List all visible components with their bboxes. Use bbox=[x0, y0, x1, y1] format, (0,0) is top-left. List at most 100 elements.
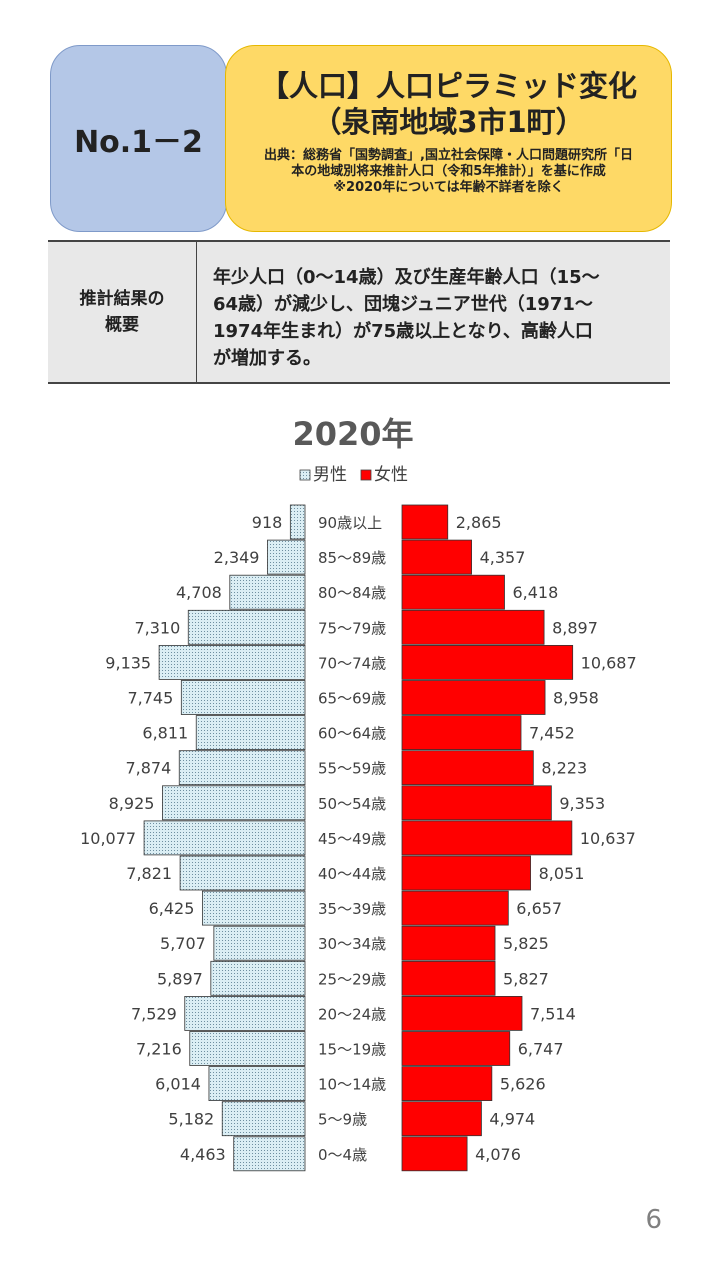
male-value-label: 10,077 bbox=[80, 829, 136, 848]
population-pyramid-chart: 2020年 男性 女性 918 90歳以上 2,865 2,349 85～89歳 4,35… bbox=[80, 415, 637, 1172]
female-bar bbox=[401, 750, 534, 786]
female-bar bbox=[401, 539, 472, 575]
male-bar bbox=[229, 574, 306, 610]
female-bar bbox=[401, 1031, 511, 1066]
age-group-label: 30～34歳 bbox=[318, 935, 386, 953]
female-bar bbox=[401, 925, 496, 961]
age-group-label: 40～44歳 bbox=[318, 865, 386, 883]
female-bar bbox=[401, 996, 523, 1031]
age-group-label: 0～4歳 bbox=[318, 1146, 367, 1164]
male-bar bbox=[289, 504, 306, 540]
male-value-label: 7,821 bbox=[126, 864, 172, 883]
female-value-label: 4,076 bbox=[475, 1145, 521, 1164]
age-group-label: 45～49歳 bbox=[318, 830, 386, 848]
chart-title: 2020年 bbox=[292, 415, 413, 453]
male-bar bbox=[221, 1101, 306, 1137]
age-group-label: 20～24歳 bbox=[318, 1005, 386, 1023]
source-note: 出典：総務省「国勢調査」,国立社会保障・人口問題研究所「日 本の地域別将来推計人… bbox=[226, 148, 671, 196]
female-value-label: 8,958 bbox=[553, 689, 599, 708]
female-value-label: 8,223 bbox=[541, 759, 587, 778]
legend-male-label: 男性 bbox=[313, 465, 347, 485]
female-value-label: 8,897 bbox=[552, 618, 598, 637]
male-value-label: 5,897 bbox=[157, 969, 203, 988]
male-bar bbox=[233, 1136, 306, 1172]
age-group-label: 50～54歳 bbox=[318, 795, 386, 813]
female-bar bbox=[401, 680, 546, 715]
age-group-label: 55～59歳 bbox=[318, 760, 386, 778]
male-bar bbox=[162, 785, 306, 821]
female-value-label: 4,974 bbox=[489, 1110, 535, 1129]
page-title: 【人口】人口ピラミッド変化 bbox=[259, 69, 637, 103]
male-value-label: 7,529 bbox=[131, 1004, 177, 1023]
age-group-label: 85～89歳 bbox=[318, 549, 386, 567]
male-value-label: 918 bbox=[252, 513, 283, 532]
female-value-label: 6,418 bbox=[512, 583, 558, 602]
female-bar bbox=[401, 785, 552, 821]
female-value-label: 4,357 bbox=[480, 548, 526, 567]
male-value-label: 7,216 bbox=[136, 1040, 182, 1059]
male-value-label: 4,463 bbox=[180, 1145, 226, 1164]
summary-line-3: 1974年生まれ）が75歳以上となり、高齢人口 bbox=[213, 321, 593, 342]
male-bar bbox=[189, 1031, 306, 1066]
age-group-label: 60～64歳 bbox=[318, 725, 386, 743]
female-value-label: 10,687 bbox=[581, 653, 637, 672]
female-bar bbox=[401, 609, 545, 645]
male-bar bbox=[179, 855, 306, 891]
male-value-label: 6,425 bbox=[149, 899, 195, 918]
source-line-1: 出典：総務省「国勢調査」,国立社会保障・人口問題研究所「日 bbox=[264, 148, 633, 163]
male-bar bbox=[143, 820, 306, 856]
summary-line-1: 年少人口（0～14歳）及び生産年齢人口（15～ bbox=[213, 267, 600, 288]
female-bar bbox=[401, 715, 522, 751]
female-value-label: 9,353 bbox=[559, 794, 605, 813]
female-bar bbox=[401, 960, 496, 996]
female-bar bbox=[401, 890, 509, 926]
male-value-label: 9,135 bbox=[105, 653, 151, 672]
age-group-label: 65～69歳 bbox=[318, 690, 386, 708]
male-value-label: 7,310 bbox=[134, 618, 180, 637]
male-value-label: 6,014 bbox=[155, 1075, 201, 1094]
female-value-label: 5,825 bbox=[503, 934, 549, 953]
source-line-3: ※2020年については年齢不詳者を除く bbox=[333, 180, 564, 195]
male-bar bbox=[184, 996, 306, 1031]
male-bar bbox=[267, 539, 306, 575]
age-group-label: 25～29歳 bbox=[318, 970, 386, 988]
legend-female-swatch bbox=[360, 469, 372, 481]
legend-male-swatch bbox=[299, 469, 311, 481]
female-bar bbox=[401, 1101, 482, 1137]
summary-heading-line-2: 概要 bbox=[105, 315, 139, 335]
male-bar bbox=[213, 925, 306, 961]
female-bar bbox=[401, 1066, 493, 1101]
male-bar bbox=[187, 609, 306, 645]
male-value-label: 5,182 bbox=[168, 1110, 214, 1129]
male-value-label: 5,707 bbox=[160, 934, 206, 953]
age-group-label: 10～14歳 bbox=[318, 1076, 386, 1094]
female-bar bbox=[401, 820, 573, 856]
page-subtitle: （泉南地域3市1町） bbox=[312, 105, 585, 139]
female-bar bbox=[401, 644, 574, 680]
summary-line-2: 64歳）が減少し、団塊ジュニア世代（1971～ bbox=[213, 294, 593, 315]
page-number: 6 bbox=[645, 1205, 662, 1235]
female-bar bbox=[401, 574, 505, 610]
female-value-label: 2,865 bbox=[456, 513, 502, 532]
female-value-label: 6,657 bbox=[516, 899, 562, 918]
female-bar bbox=[401, 855, 531, 891]
female-value-label: 6,747 bbox=[518, 1040, 564, 1059]
female-value-label: 10,637 bbox=[580, 829, 636, 848]
male-value-label: 4,708 bbox=[176, 583, 222, 602]
summary-heading: 推計結果の 概要 bbox=[48, 242, 197, 382]
summary-table: 推計結果の 概要 年少人口（0～14歳）及び生産年齢人口（15～ 64歳）が減少… bbox=[48, 240, 670, 384]
male-bar bbox=[201, 890, 306, 926]
bars-group: 918 90歳以上 2,865 2,349 85～89歳 4,357 4,708 80～84歳… bbox=[80, 504, 637, 1172]
male-bar bbox=[208, 1066, 306, 1101]
female-value-label: 7,452 bbox=[529, 724, 575, 743]
legend: 男性 女性 bbox=[299, 465, 408, 485]
age-group-label: 90歳以上 bbox=[318, 514, 382, 532]
male-value-label: 7,745 bbox=[127, 689, 173, 708]
female-bar bbox=[401, 504, 449, 540]
legend-female-label: 女性 bbox=[374, 465, 408, 485]
age-group-label: 80～84歳 bbox=[318, 584, 386, 602]
female-value-label: 5,626 bbox=[500, 1075, 546, 1094]
female-value-label: 8,051 bbox=[539, 864, 585, 883]
summary-line-4: が増加する。 bbox=[213, 348, 321, 369]
male-bar bbox=[158, 644, 306, 680]
